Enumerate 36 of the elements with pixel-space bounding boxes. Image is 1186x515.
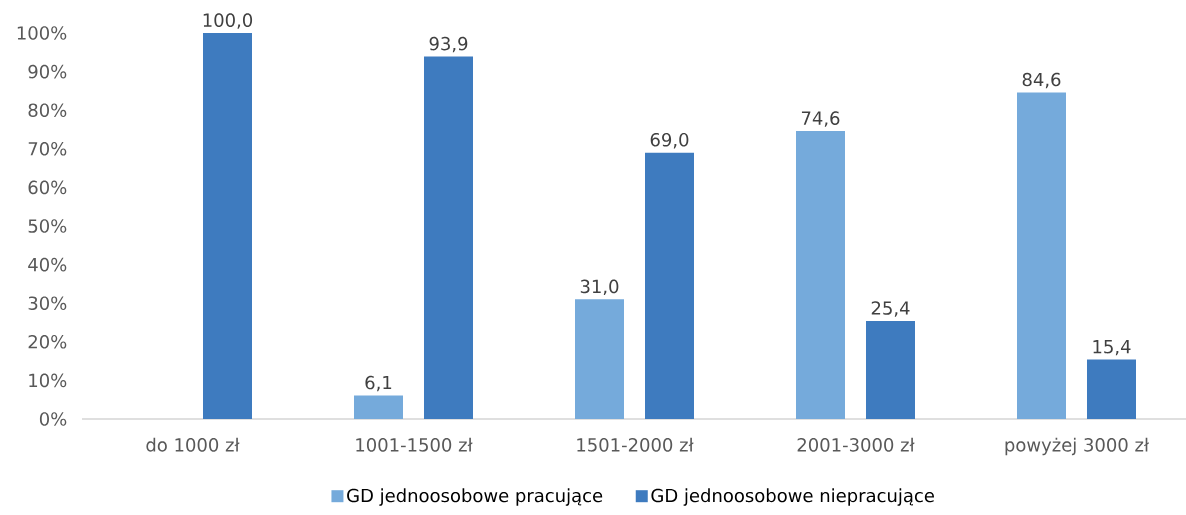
bar — [645, 152, 694, 419]
y-tick-label: 90% — [28, 64, 67, 79]
y-tick-label: 70% — [28, 141, 67, 156]
bar — [796, 131, 845, 419]
data-label: 93,9 — [429, 36, 468, 53]
data-label: 74,6 — [801, 111, 840, 127]
data-label: 25,4 — [871, 301, 910, 317]
bar — [354, 395, 403, 419]
bar — [866, 320, 915, 419]
bar — [1087, 359, 1136, 419]
y-tick-label: 50% — [28, 219, 67, 233]
bar — [1017, 92, 1066, 419]
data-label: 100,0 — [203, 13, 253, 29]
bar — [575, 299, 624, 419]
x-tick-label: powyżej 3000 zł — [1005, 437, 1150, 456]
x-tick-label: do 1000 zł — [146, 437, 240, 452]
data-label: 69,0 — [650, 132, 689, 149]
y-tick-label: 0% — [39, 412, 67, 426]
legend-label: GD jednoosobowe niepracujące — [651, 488, 934, 506]
y-tick-label: 30% — [28, 296, 67, 310]
y-tick-label: 60% — [28, 180, 67, 195]
bar — [203, 33, 252, 419]
y-tick-label: 10% — [29, 373, 67, 388]
x-tick-label: 2001-3000 zł — [797, 437, 915, 452]
data-label: 31,0 — [580, 279, 619, 296]
bar — [424, 56, 473, 419]
y-tick-label: 40% — [28, 257, 67, 272]
y-tick-label: 20% — [28, 334, 67, 349]
data-label: 6,1 — [365, 375, 392, 392]
y-tick-label: 100% — [17, 26, 67, 40]
legend-label: GD jednoosobowe pracujące — [347, 488, 603, 506]
data-label: 15,4 — [1093, 340, 1131, 356]
y-tick-label: 80% — [28, 103, 67, 117]
x-tick-label: 1501-2000 zł — [577, 437, 694, 452]
data-label: 84,6 — [1022, 72, 1061, 89]
x-tick-label: 1001-1500 zł — [356, 437, 473, 452]
